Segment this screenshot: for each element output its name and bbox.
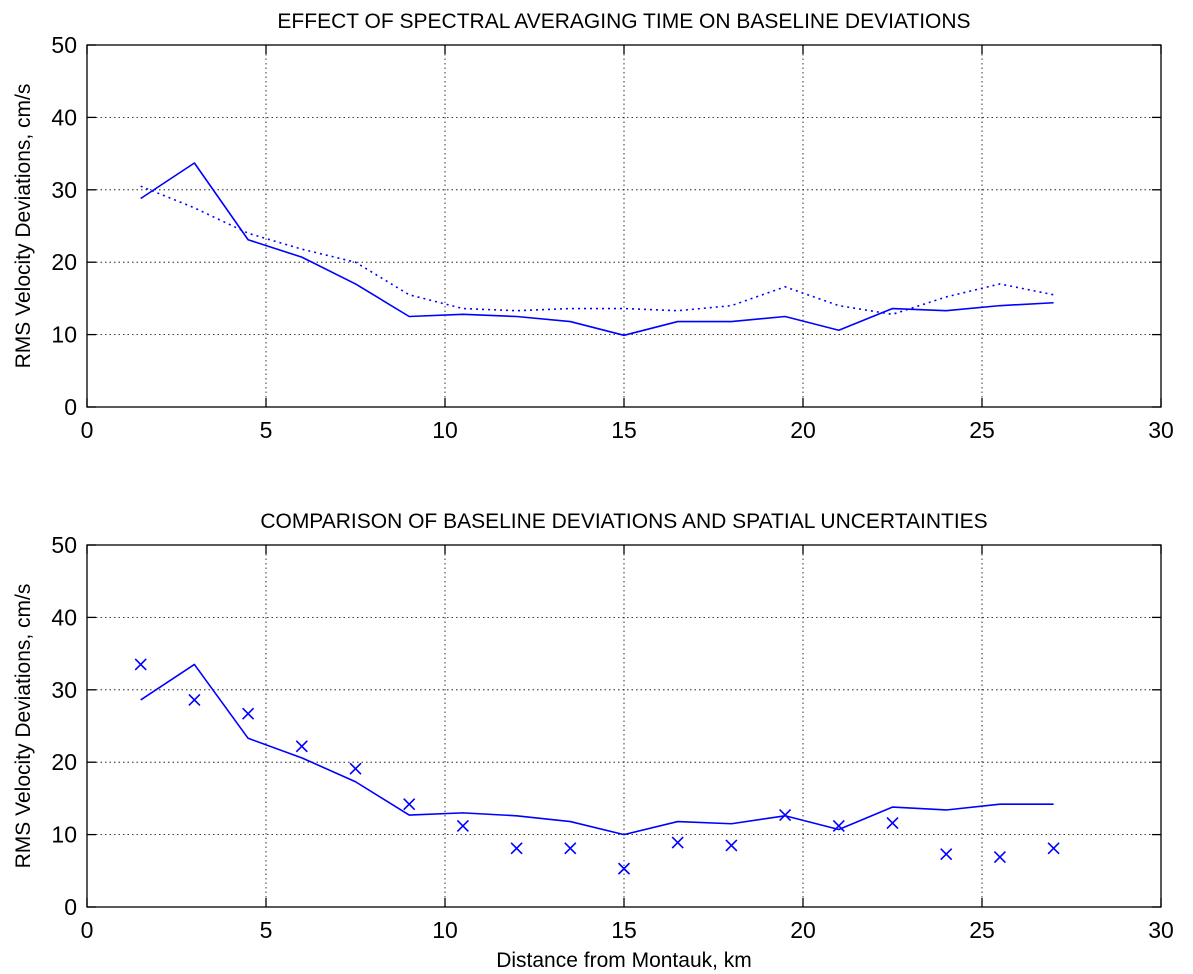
data-point-x-marker bbox=[617, 862, 631, 875]
data-point-x-marker bbox=[188, 693, 201, 707]
data-point-x-marker bbox=[779, 808, 792, 822]
chart-title: EFFECT OF SPECTRAL AVERAGING TIME ON BAS… bbox=[277, 10, 970, 33]
x-axis-label: Distance from Montauk, km bbox=[496, 949, 752, 972]
x-tick-label: 5 bbox=[260, 917, 273, 943]
data-point-x-marker bbox=[886, 816, 899, 830]
data-point-x-marker bbox=[725, 839, 738, 852]
y-tick-label: 0 bbox=[64, 394, 77, 420]
series-2 bbox=[140, 185, 1054, 316]
data-point-x-marker bbox=[564, 842, 577, 855]
y-tick-label: 50 bbox=[51, 32, 77, 58]
data-point-x-marker bbox=[295, 740, 308, 753]
y-tick-label: 10 bbox=[51, 822, 77, 848]
y-tick-label: 30 bbox=[51, 177, 77, 203]
y-tick-label: 40 bbox=[51, 604, 77, 630]
data-point-x-marker bbox=[671, 836, 684, 849]
x-tick-label: 20 bbox=[790, 417, 816, 443]
x-tick-label: 30 bbox=[1148, 417, 1174, 443]
chart-panel-2: 0 5 10 15 20 25 30 0 10 20 30 40 50 COMPARISON OF BAS… bbox=[12, 510, 1174, 972]
x-tick-label: 0 bbox=[81, 917, 94, 943]
x-tick-label: 5 bbox=[260, 417, 273, 443]
data-point-x-marker bbox=[1047, 842, 1060, 855]
chart-panel-1: 0 5 10 15 20 25 30 0 10 20 30 40 50 EFFECT OF SPECTRA… bbox=[12, 10, 1174, 443]
x-tick-label: 10 bbox=[432, 417, 458, 443]
series-line-solid bbox=[140, 663, 1054, 836]
data-point-x-marker bbox=[134, 658, 147, 671]
x-tick-label: 25 bbox=[969, 917, 995, 943]
series-1 bbox=[140, 663, 1054, 836]
series-line-dotted bbox=[140, 185, 1054, 316]
x-tick-label: 0 bbox=[81, 417, 94, 443]
series-line-solid bbox=[140, 162, 1054, 337]
y-tick-label: 20 bbox=[51, 249, 77, 275]
x-tick-label: 20 bbox=[790, 917, 816, 943]
series-1 bbox=[140, 162, 1054, 337]
x-tick-label: 10 bbox=[432, 917, 458, 943]
data-point-x-marker bbox=[832, 819, 845, 832]
x-tick-label: 15 bbox=[611, 917, 637, 943]
x-tick-label: 15 bbox=[611, 417, 637, 443]
data-point-x-marker bbox=[403, 798, 416, 811]
data-point-x-marker bbox=[993, 850, 1006, 864]
y-axis-label: RMS Velocity Deviations, cm/s bbox=[12, 84, 35, 369]
y-tick-label: 10 bbox=[51, 322, 77, 348]
data-point-x-marker bbox=[940, 848, 953, 861]
chart-title: COMPARISON OF BASELINE DEVIATIONS AND SP… bbox=[260, 510, 987, 533]
data-point-x-marker bbox=[242, 707, 255, 720]
y-tick-label: 40 bbox=[51, 104, 77, 130]
series-2 bbox=[134, 658, 1060, 875]
data-point-x-marker bbox=[456, 819, 469, 832]
data-point-x-marker bbox=[349, 762, 362, 775]
y-axis-label: RMS Velocity Deviations, cm/s bbox=[12, 584, 35, 869]
y-tick-label: 30 bbox=[51, 677, 77, 703]
x-tick-label: 25 bbox=[969, 417, 995, 443]
x-tick-label: 30 bbox=[1148, 917, 1174, 943]
y-tick-label: 0 bbox=[64, 894, 77, 920]
data-point-x-marker bbox=[510, 842, 523, 855]
y-tick-label: 50 bbox=[51, 532, 77, 558]
y-tick-label: 20 bbox=[51, 749, 77, 775]
